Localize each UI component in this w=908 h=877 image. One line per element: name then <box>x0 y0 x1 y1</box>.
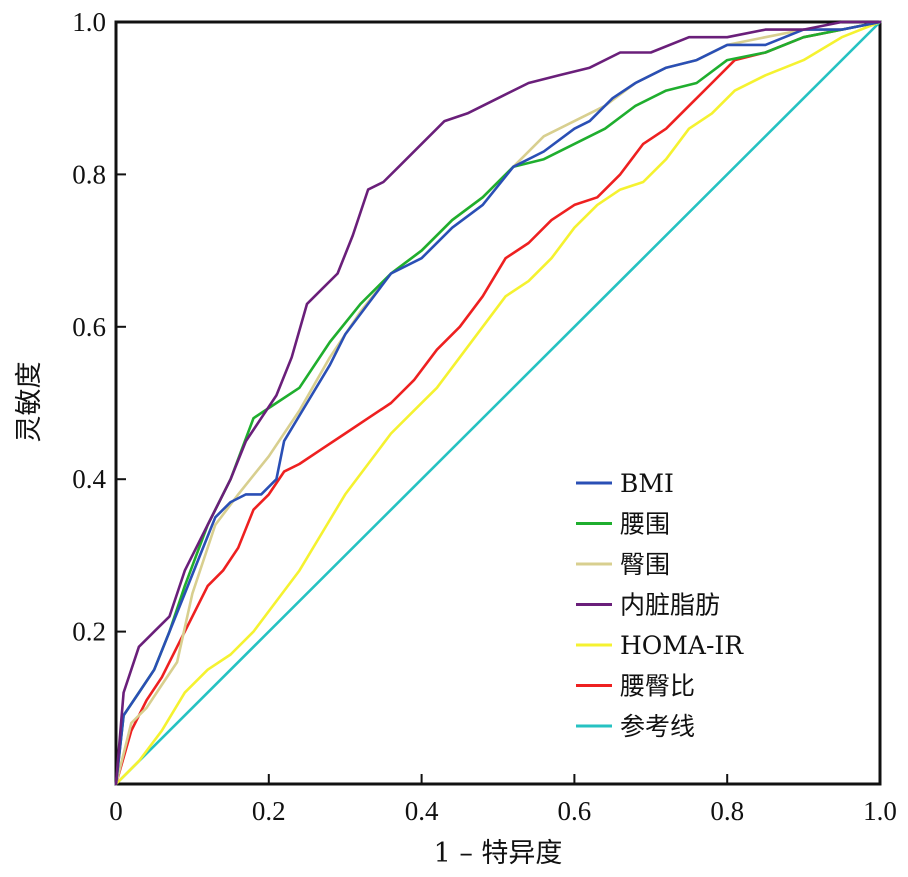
legend-label: 臀围 <box>620 550 670 579</box>
legend-label: 腰围 <box>620 510 670 539</box>
plot-area-frame <box>114 20 882 786</box>
series-group <box>114 20 882 786</box>
x-tick-label: 1.0 <box>863 796 897 826</box>
x-tick-label: 0.8 <box>710 796 744 826</box>
series-line-3 <box>114 20 882 786</box>
y-tick-label: 0.4 <box>72 464 106 494</box>
series-line-6 <box>114 20 882 786</box>
legend-label: 参考线 <box>620 712 695 741</box>
y-tick-label: 0.6 <box>72 312 106 342</box>
x-axis: 0 0.2 0.4 0.6 0.8 1.0 <box>109 774 897 826</box>
legend-label: HOMA-IR <box>620 631 744 660</box>
x-tick-label: 0.2 <box>252 796 286 826</box>
series-line-0 <box>114 20 882 786</box>
x-tick-label: 0 <box>109 796 123 826</box>
x-tick-label: 0.6 <box>558 796 592 826</box>
x-axis-title: 1 – 特异度 <box>434 838 563 869</box>
series-line-4 <box>114 20 882 786</box>
x-tick-label: 0.4 <box>405 796 439 826</box>
legend-label: 腰臀比 <box>620 672 695 701</box>
series-line-1 <box>114 20 882 786</box>
y-axis-title: 灵敏度 <box>14 362 45 443</box>
y-tick-label: 1.0 <box>72 7 106 37</box>
y-axis: 0.2 0.4 0.6 0.8 1.0 <box>72 7 126 647</box>
y-tick-label: 0.8 <box>72 159 106 189</box>
y-tick-label: 0.2 <box>72 617 106 647</box>
legend-label: 内脏脂肪 <box>620 591 720 620</box>
legend-label: BMI <box>620 469 674 498</box>
series-line-5 <box>114 20 882 786</box>
